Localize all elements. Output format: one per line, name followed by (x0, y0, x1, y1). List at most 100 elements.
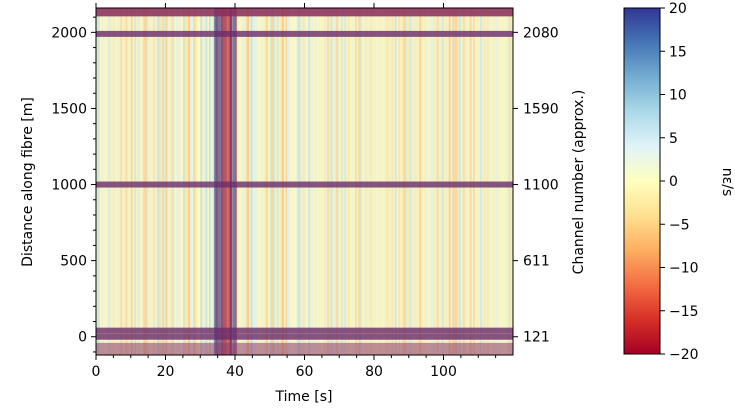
heatmap-column (255, 8, 258, 355)
heatmap-column (134, 8, 137, 355)
heatmap-column (203, 8, 206, 355)
heatmap-column (387, 8, 390, 355)
heatmap-column (118, 8, 121, 355)
heatmap-column (280, 8, 283, 355)
heatmap-column (391, 8, 394, 355)
heatmap-column (233, 8, 236, 355)
heatmap-column (135, 8, 138, 355)
x-tick-label: 80 (365, 364, 383, 380)
heatmap-column (149, 8, 152, 355)
heatmap-column (405, 8, 408, 355)
heatmap-column (334, 8, 336, 355)
heatmap-column (196, 8, 199, 355)
heatmap-column (339, 8, 342, 355)
heatmap-column (125, 8, 128, 355)
heatmap-column (446, 8, 449, 355)
heatmap-column (201, 8, 204, 355)
heatmap-column (460, 8, 463, 355)
heatmap-column (181, 8, 184, 355)
heatmap-column (422, 8, 425, 355)
heatmap-column (208, 8, 211, 355)
heatmap-column (108, 8, 111, 355)
heatmap-column (170, 8, 173, 355)
heatmap-bands (96, 8, 513, 355)
heatmap-column (219, 8, 222, 355)
heatmap-column (207, 8, 210, 355)
x-tick-label: 0 (92, 364, 101, 380)
heatmap-column (426, 8, 429, 355)
heatmap-column (132, 8, 135, 355)
y2-tick-label: 1100 (523, 178, 559, 194)
heatmap-column (448, 8, 451, 355)
heatmap-column (262, 8, 265, 355)
colorbar-axis: 20 15 10 5 0 −5 −10 −15 −20 (660, 1, 699, 363)
heatmap-column (353, 8, 356, 355)
heatmap-column (450, 8, 453, 355)
heatmap-column (139, 8, 142, 355)
heatmap-column (457, 8, 460, 355)
heatmap-column (441, 8, 444, 355)
heatmap-column (109, 8, 112, 355)
heatmap-column (271, 8, 274, 355)
heatmap-column (384, 8, 387, 355)
y-axis-label: Distance along fibre [m] (20, 97, 36, 267)
heatmap-column (294, 8, 297, 355)
heatmap-column (224, 8, 227, 355)
heatmap-column (504, 8, 507, 355)
colorbar-tick-label: −15 (669, 304, 699, 320)
heatmap-column (295, 8, 298, 355)
heatmap-column (408, 8, 411, 355)
heatmap-column (306, 8, 309, 355)
heatmap-column (372, 8, 375, 355)
heatmap-column (252, 8, 255, 355)
heatmap-column (316, 8, 319, 355)
heatmap-column (189, 8, 192, 355)
heatmap-column (141, 8, 144, 355)
heatmap-column (358, 8, 361, 355)
heatmap-column (116, 8, 119, 355)
heatmap-column (104, 8, 107, 355)
heatmap-column (382, 8, 385, 355)
heatmap-column (191, 8, 194, 355)
heatmap-column (349, 8, 352, 355)
heatmap-column (245, 8, 248, 355)
heatmap-column (160, 8, 163, 355)
heatmap-column (165, 8, 168, 355)
heatmap-column (367, 8, 369, 355)
heatmap-column (221, 8, 224, 355)
heatmap-column (113, 8, 116, 355)
heatmap-column (259, 8, 262, 355)
heatmap-column (407, 8, 409, 355)
colorbar-tick-label: −5 (669, 217, 690, 233)
heatmap-column (130, 8, 133, 355)
heatmap-column (419, 8, 422, 355)
heatmap-column (276, 8, 279, 355)
heatmap-column (507, 8, 510, 355)
heatmap-column (101, 8, 104, 355)
heatmap-column (247, 8, 250, 355)
heatmap-column (254, 8, 257, 355)
colorbar (623, 7, 661, 355)
heatmap-column (290, 8, 293, 355)
heatmap-column (212, 8, 215, 355)
heatmap-column (360, 8, 363, 355)
heatmap-column (509, 8, 512, 355)
heatmap-stripes (96, 8, 513, 355)
heatmap-column (433, 8, 436, 355)
heatmap-column (127, 8, 130, 355)
heatmap-column (462, 8, 465, 355)
heatmap-column (151, 8, 154, 355)
heatmap-column (309, 8, 312, 355)
heatmap-column (144, 8, 147, 355)
heatmap-column (344, 8, 347, 355)
heatmap-column (323, 8, 326, 355)
heatmap-column (250, 8, 253, 355)
heatmap-column (370, 8, 373, 355)
heatmap-column (356, 8, 359, 355)
heatmap-column (241, 8, 244, 355)
y-tick-label: 500 (60, 254, 87, 270)
heatmap-column (481, 8, 484, 355)
heatmap-column (346, 8, 349, 355)
colorbar-tick-label: −10 (669, 261, 699, 277)
